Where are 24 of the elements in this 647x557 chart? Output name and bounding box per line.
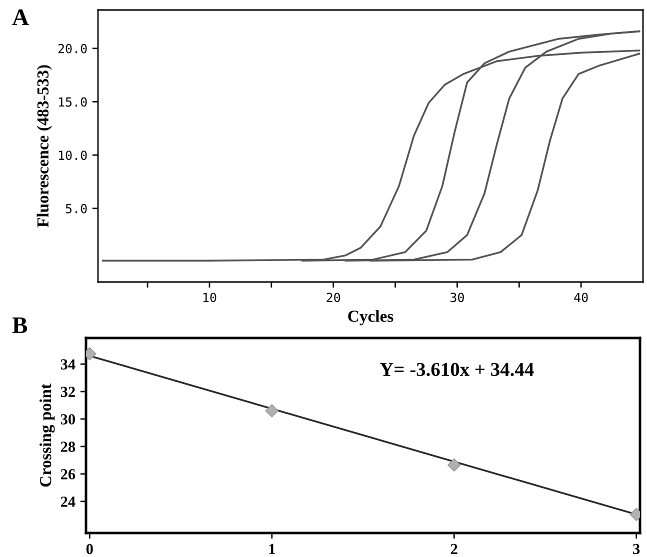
text: B [12, 318, 28, 334]
x-tick-label: 10 [203, 292, 216, 302]
y-axis-title: Fluorescence (483-533) [36, 65, 52, 228]
y-tick-label: 24 [60, 496, 76, 507]
x-tick-label: 0 [86, 544, 93, 554]
x-axis-title: Cycles [348, 310, 394, 326]
y-axis-title: Crossing point [40, 384, 55, 487]
x-tick-label: 1 [269, 544, 275, 554]
y-tick-label: 5.0 [66, 204, 87, 214]
text: A [12, 9, 29, 25]
y-tick-label: 34 [60, 359, 76, 370]
x-tick-label: 20 [326, 292, 340, 302]
y-tick-label: 10.0 [58, 150, 87, 160]
y-tick-label: 26 [60, 469, 76, 480]
y-tick-label: 32 [60, 386, 75, 398]
y-tick-label: 20.0 [58, 44, 87, 54]
x-tick-label: 40 [574, 292, 588, 302]
x-tick-label: 3 [633, 544, 640, 554]
x-tick-label: 30 [450, 292, 464, 302]
x-tick-label: 2 [450, 544, 458, 554]
y-tick-label: 28 [60, 442, 76, 452]
annotation: Y= -3.610x + 34.44 [380, 362, 534, 376]
y-tick-label: 15.0 [58, 97, 87, 107]
y-tick-label: 30 [60, 414, 75, 424]
